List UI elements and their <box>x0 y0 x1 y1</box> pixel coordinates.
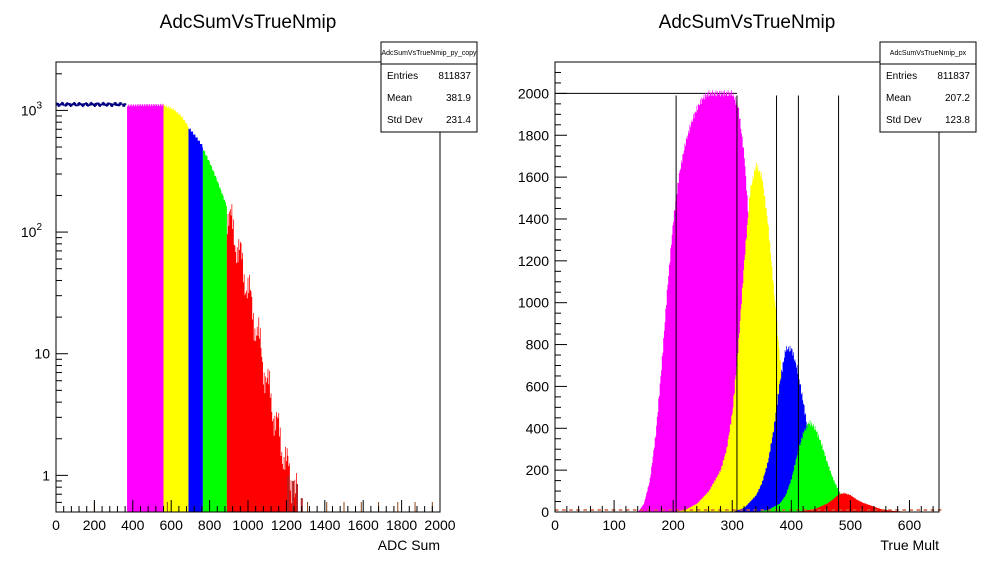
left-stats-box: AdcSumVsTrueNmip_py_copy Entries 811837 … <box>380 41 478 133</box>
right-y-tick-label: 600 <box>526 378 550 394</box>
right-x-tick-label: 300 <box>721 517 745 533</box>
right-stats-entries-label: Entries <box>886 71 917 82</box>
left-band-1 <box>163 104 189 513</box>
left-y-axis: 1 10 102 103 <box>21 73 68 513</box>
right-y-tick-label: 400 <box>526 420 550 436</box>
left-outline-line <box>55 101 127 108</box>
left-x-axis-label: ADC Sum <box>378 537 440 553</box>
left-band-area-3 <box>202 150 227 513</box>
right-y-axis: 0 200 400 600 800 1000 1200 1400 1600 1800 2000 <box>518 61 567 520</box>
right-series-3 <box>755 420 875 512</box>
right-stats-stddev-value: 123.8 <box>945 115 970 126</box>
right-x-tick-label: 100 <box>602 517 626 533</box>
right-frame <box>554 61 940 513</box>
right-x-tick-label: 0 <box>551 517 559 533</box>
left-stats-mean-label: Mean <box>387 93 412 104</box>
left-y-tick-label: 103 <box>21 100 43 118</box>
left-stats-stddev-label: Std Dev <box>387 115 423 126</box>
right-histogram-panel: AdcSumVsTrueNmip 0 100 200 300 400 500 600 0 20… <box>518 12 977 553</box>
right-stats-stddev-label: Std Dev <box>886 115 922 126</box>
left-x-tick-label: 1200 <box>271 517 302 533</box>
left-band-area-1 <box>163 104 189 513</box>
left-stats-entries-value: 811837 <box>438 71 471 82</box>
left-x-tick-label: 1600 <box>348 517 379 533</box>
left-band-4 <box>226 204 298 512</box>
right-x-tick-label: 400 <box>780 517 804 533</box>
right-stats-mean-value: 207.2 <box>945 93 970 104</box>
right-y-tick-label: 800 <box>526 337 550 353</box>
left-x-tick-label: 1800 <box>386 517 417 533</box>
right-series-4 <box>791 492 922 512</box>
right-series-area-3 <box>755 420 875 512</box>
left-y-tick-label: 1 <box>42 467 50 483</box>
left-band-area-2 <box>188 128 203 512</box>
left-y-tick-label: 10 <box>34 346 50 362</box>
left-stats-name: AdcSumVsTrueNmip_py_copy <box>381 50 477 57</box>
right-series-area-4 <box>791 492 922 512</box>
right-y-tick-label: 0 <box>541 504 549 520</box>
right-plot-area <box>554 61 942 513</box>
left-band-2 <box>188 128 203 512</box>
left-plot-area <box>55 61 441 513</box>
right-y-tick-label: 1400 <box>518 211 549 227</box>
left-x-tick-label: 2000 <box>424 517 455 533</box>
right-y-tick-label: 200 <box>526 462 550 478</box>
right-y-tick-label: 2000 <box>518 85 549 101</box>
right-y-tick-label: 1800 <box>518 127 549 143</box>
left-band-area-0 <box>127 103 164 512</box>
left-x-axis: 0 200 400 600 800 1000 1200 1400 1600 1800 2000 <box>52 500 456 533</box>
left-stats-entries-label: Entries <box>387 71 418 82</box>
left-x-tick-label: 1000 <box>232 517 263 533</box>
left-x-tick-label: 400 <box>121 517 145 533</box>
left-x-tick-label: 200 <box>83 517 107 533</box>
left-chart-title: AdcSumVsTrueNmip <box>160 12 337 33</box>
right-x-axis: 0 100 200 300 400 500 600 <box>551 500 934 533</box>
left-band-3 <box>202 150 227 513</box>
left-stats-stddev-value: 231.4 <box>446 115 471 126</box>
left-x-tick-label: 600 <box>160 517 184 533</box>
right-x-axis-label: True Mult <box>880 537 939 553</box>
right-stats-entries-value: 811837 <box>937 71 970 82</box>
right-stats-name: AdcSumVsTrueNmip_px <box>890 50 967 57</box>
right-stats-mean-label: Mean <box>886 93 911 104</box>
right-stats-box: AdcSumVsTrueNmip_px Entries 811837 Mean … <box>879 41 977 133</box>
right-y-tick-label: 1000 <box>518 295 549 311</box>
right-x-tick-label: 200 <box>661 517 685 533</box>
right-chart-title: AdcSumVsTrueNmip <box>659 12 836 33</box>
left-x-tick-label: 1400 <box>309 517 340 533</box>
right-x-tick-label: 500 <box>839 517 863 533</box>
left-y-tick-label: 102 <box>21 222 43 240</box>
left-histogram-panel: AdcSumVsTrueNmip 0 200 400 600 800 1000 1200 14… <box>21 12 478 553</box>
left-stats-mean-value: 381.9 <box>446 93 471 104</box>
right-y-tick-label: 1200 <box>518 253 549 269</box>
left-x-tick-label: 800 <box>198 517 222 533</box>
left-x-tick-label: 0 <box>52 517 60 533</box>
left-band-0 <box>127 103 164 512</box>
left-band-area-4 <box>226 204 298 512</box>
right-y-tick-label: 1600 <box>518 169 549 185</box>
right-x-tick-label: 600 <box>898 517 922 533</box>
